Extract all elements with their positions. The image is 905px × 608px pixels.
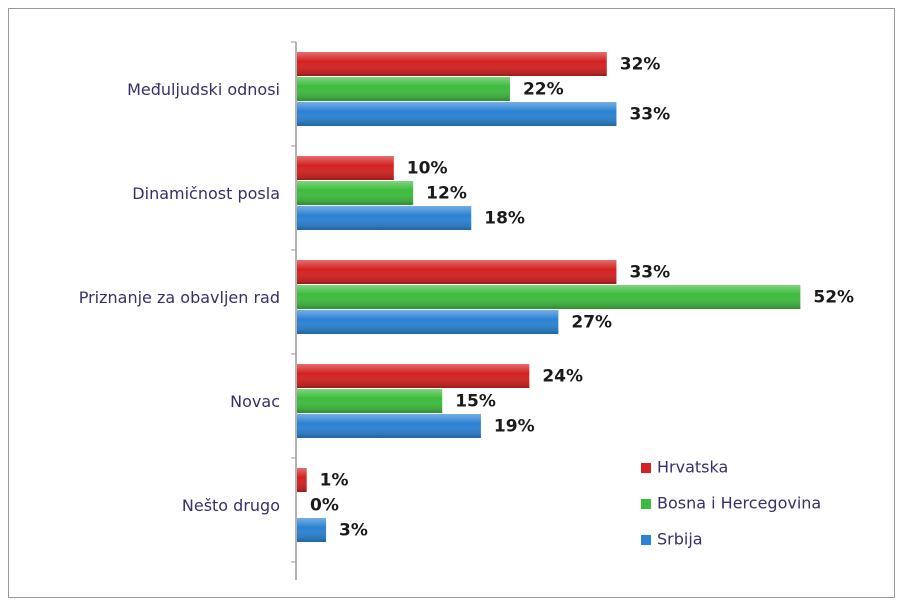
bar-shade: [297, 206, 472, 230]
bar-shade: [297, 468, 307, 492]
value-label: 52%: [813, 288, 854, 308]
legend-swatch: [641, 535, 651, 545]
bar-shade: [297, 156, 394, 180]
legend-label: Hrvatska: [657, 458, 728, 477]
bar-shade: [297, 389, 443, 413]
value-label: 1%: [320, 471, 349, 491]
value-label: 33%: [629, 105, 670, 125]
value-label: 15%: [455, 392, 496, 412]
chart-frame: [8, 8, 895, 598]
legend-swatch: [641, 499, 651, 509]
value-label: 24%: [542, 367, 583, 387]
bar-shade: [297, 181, 414, 205]
bar-shade: [297, 102, 617, 126]
category-label: Priznanje za obavljen rad: [78, 287, 280, 307]
bar-shade: [297, 310, 559, 334]
value-label: 27%: [571, 313, 612, 333]
value-label: 12%: [426, 184, 467, 204]
bar-shade: [297, 77, 510, 101]
value-label: 0%: [310, 496, 339, 516]
legend-label: Srbija: [657, 530, 703, 549]
value-label: 32%: [620, 55, 661, 75]
bar-shade: [297, 518, 327, 542]
category-label: Nešto drugo: [181, 495, 280, 515]
bar-shade: [297, 52, 607, 76]
category-label: Međuljudski odnosi: [127, 79, 280, 99]
legend-label: Bosna i Hercegovina: [657, 494, 821, 513]
value-label: 10%: [407, 159, 448, 179]
value-label: 18%: [484, 209, 525, 229]
value-label: 3%: [339, 521, 368, 541]
category-label: Novac: [230, 391, 280, 411]
bar-shade: [297, 285, 801, 309]
value-label: 33%: [629, 263, 670, 283]
value-label: 19%: [494, 417, 535, 437]
legend-swatch: [641, 463, 651, 473]
bar-shade: [297, 260, 617, 284]
value-label: 22%: [523, 80, 564, 100]
bar-shade: [297, 414, 481, 438]
bar-shade: [297, 364, 530, 388]
category-label: Dinamičnost posla: [132, 183, 280, 203]
